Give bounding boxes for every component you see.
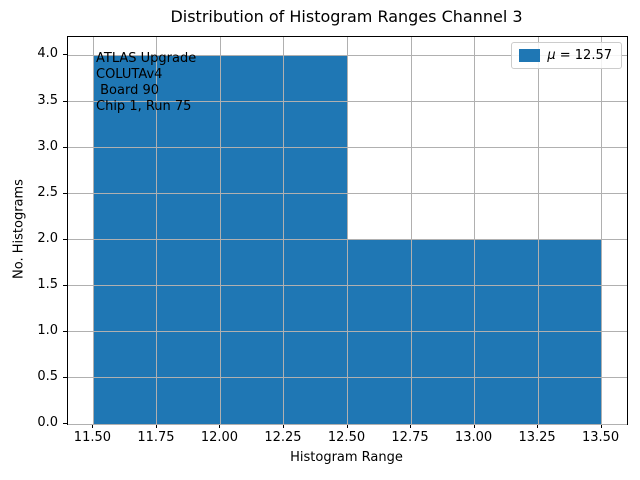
y-tick-label: 0.5 bbox=[37, 368, 58, 384]
x-tick-mark bbox=[410, 424, 412, 428]
y-tick-mark bbox=[63, 284, 67, 286]
gridline-horizontal bbox=[68, 285, 627, 287]
plot-area: ATLAS Upgrade COLUTAv4 Board 90 Chip 1, Ru… bbox=[67, 36, 628, 425]
gridline-horizontal bbox=[68, 423, 627, 425]
annotation-line: ATLAS Upgrade bbox=[96, 51, 197, 66]
x-tick-mark bbox=[473, 424, 475, 428]
y-tick-label: 4.0 bbox=[37, 46, 58, 62]
x-tick-mark bbox=[537, 424, 539, 428]
y-tick-mark bbox=[63, 192, 67, 194]
gridline-horizontal bbox=[68, 331, 627, 333]
gridline-horizontal bbox=[68, 377, 627, 379]
annotation-line: Board 90 bbox=[96, 83, 160, 98]
y-tick-mark bbox=[63, 376, 67, 378]
gridline-vertical bbox=[410, 37, 412, 424]
y-tick-label: 2.5 bbox=[37, 184, 58, 200]
x-tick-label: 13.50 bbox=[581, 430, 620, 445]
x-tick-mark bbox=[600, 424, 602, 428]
gridline-vertical bbox=[156, 37, 158, 424]
gridline-horizontal bbox=[68, 101, 627, 102]
y-tick-label: 2.0 bbox=[37, 230, 58, 246]
y-tick-label: 3.0 bbox=[37, 138, 58, 154]
y-tick-mark bbox=[63, 238, 67, 240]
gridline-vertical bbox=[283, 37, 285, 424]
y-axis-label: No. Histograms bbox=[11, 179, 27, 279]
x-tick-mark bbox=[346, 424, 348, 428]
annotation-line: COLUTAv4 bbox=[96, 67, 163, 82]
gridline-vertical bbox=[92, 37, 94, 424]
x-tick-mark bbox=[92, 424, 94, 428]
x-tick-label: 13.00 bbox=[454, 430, 493, 445]
legend-value: = 12.57 bbox=[555, 48, 612, 63]
gridline-vertical bbox=[601, 37, 603, 424]
annotation-line: Chip 1, Run 75 bbox=[96, 99, 192, 114]
x-tick-mark bbox=[155, 424, 157, 428]
gridline-vertical bbox=[537, 37, 539, 424]
legend-label: μ = 12.57 bbox=[547, 48, 612, 63]
chart-title: Distribution of Histogram Ranges Channel… bbox=[170, 7, 523, 26]
gridline-vertical bbox=[219, 37, 221, 424]
y-tick-label: 3.5 bbox=[37, 92, 58, 108]
y-tick-mark bbox=[63, 54, 67, 56]
x-tick-label: 13.25 bbox=[518, 430, 556, 445]
x-tick-mark bbox=[219, 424, 221, 428]
y-tick-label: 1.0 bbox=[37, 322, 58, 338]
x-axis-label: Histogram Range bbox=[290, 450, 403, 465]
x-tick-label: 12.50 bbox=[327, 430, 366, 445]
y-tick-label: 1.5 bbox=[37, 276, 58, 292]
y-tick-mark bbox=[63, 146, 67, 148]
gridline-horizontal bbox=[68, 147, 627, 149]
x-tick-label: 12.00 bbox=[200, 430, 239, 445]
y-tick-label: 0.0 bbox=[37, 415, 58, 430]
gridline-vertical bbox=[474, 37, 476, 424]
gridline-horizontal bbox=[68, 54, 627, 56]
legend-swatch-icon bbox=[519, 49, 541, 62]
y-tick-mark bbox=[63, 100, 67, 102]
x-tick-label: 11.75 bbox=[137, 430, 175, 445]
x-tick-mark bbox=[282, 424, 284, 428]
gridline-horizontal bbox=[68, 193, 627, 195]
annotation-text: ATLAS Upgrade COLUTAv4 Board 90 Chip 1, Ru… bbox=[96, 51, 196, 115]
y-tick-mark bbox=[63, 330, 67, 332]
gridline-vertical bbox=[347, 37, 348, 424]
legend: μ = 12.57 bbox=[511, 42, 622, 69]
y-tick-mark bbox=[63, 423, 67, 424]
x-tick-label: 12.25 bbox=[264, 430, 302, 445]
gridline-horizontal bbox=[68, 239, 627, 241]
x-tick-label: 12.75 bbox=[391, 430, 429, 445]
x-tick-label: 11.50 bbox=[73, 430, 112, 445]
legend-mu-symbol: μ bbox=[547, 48, 556, 63]
